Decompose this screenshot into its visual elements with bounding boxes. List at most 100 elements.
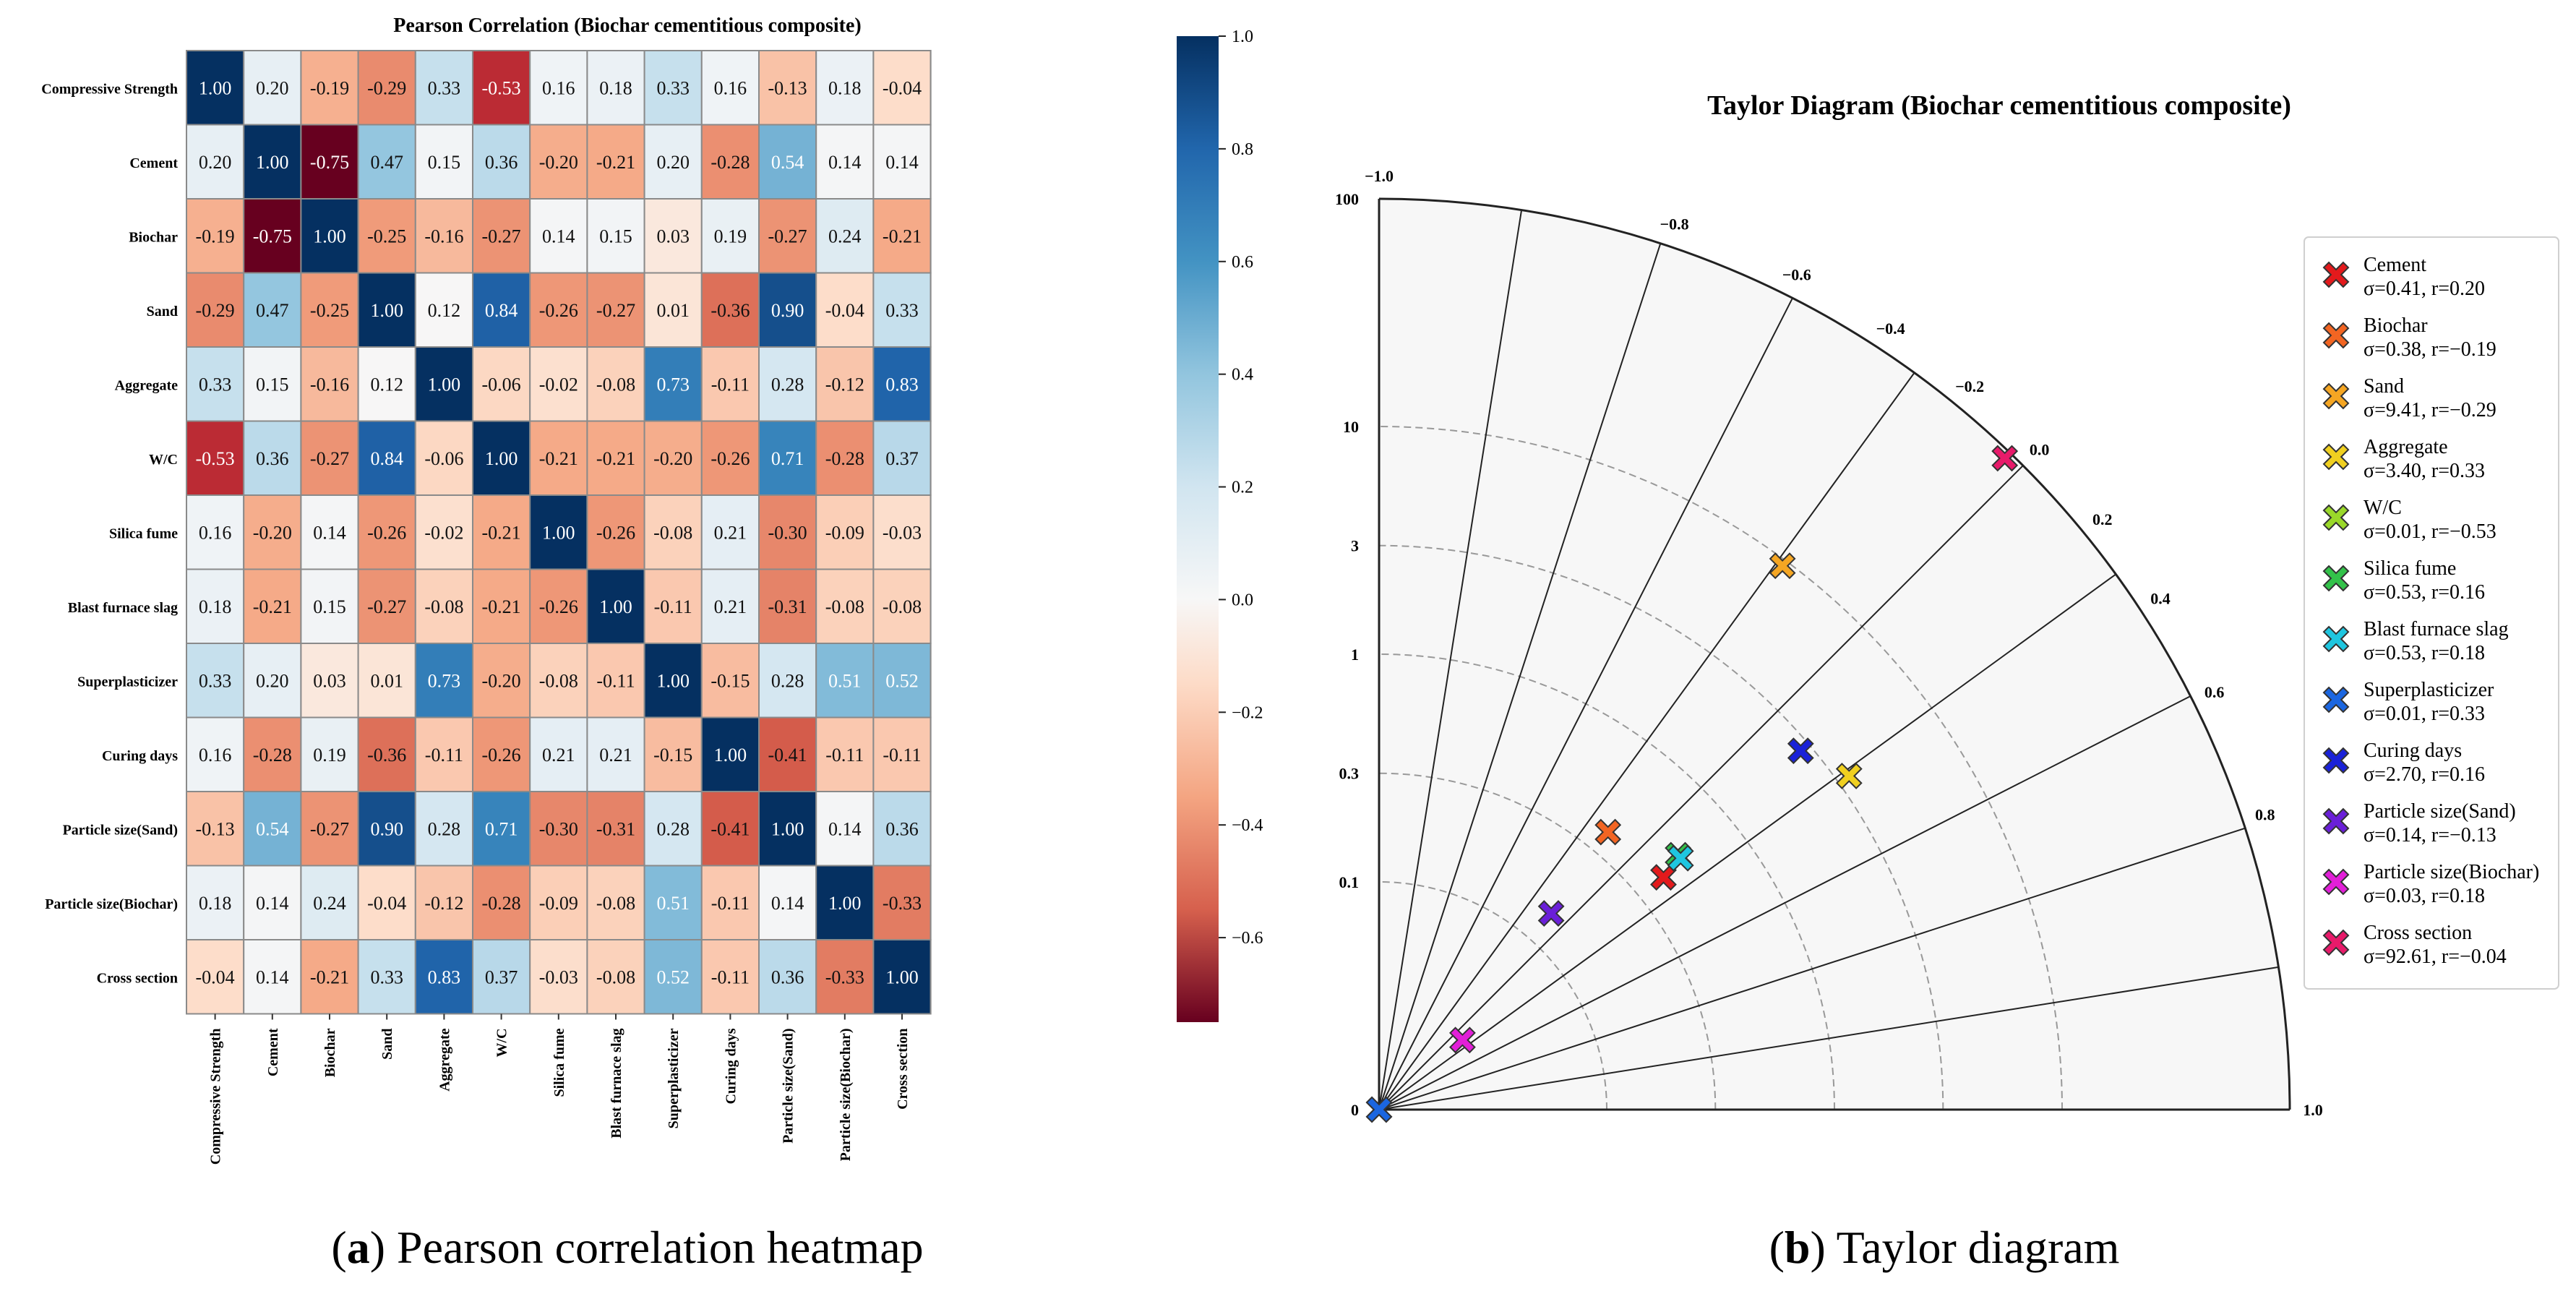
heatmap-cell — [357, 50, 416, 126]
heatmap-cell-value: 0.51 — [656, 893, 690, 914]
taylor-std-label: 0.3 — [1339, 765, 1360, 783]
legend-item-name: Cross section — [2364, 922, 2472, 944]
heatmap-cell-value: 0.18 — [199, 596, 232, 617]
heatmap-cell-value: 0.16 — [542, 77, 575, 98]
heatmap-cell — [243, 198, 302, 274]
heatmap-cell-value: 0.47 — [370, 152, 403, 173]
heatmap-cell-value: 0.01 — [656, 300, 690, 321]
taylor-std-label: 3 — [1351, 537, 1359, 555]
taylor-point-marker — [2322, 565, 2350, 592]
heatmap-cell-value: -0.08 — [539, 670, 578, 691]
heatmap-cell-value: -0.04 — [367, 893, 406, 914]
legend-item-stats: σ=0.41, r=0.20 — [2364, 278, 2485, 300]
legend-item-stats: σ=0.03, r=0.18 — [2364, 885, 2485, 907]
heatmap-cell — [472, 939, 531, 1015]
heatmap-cell-value: 0.12 — [428, 300, 461, 321]
heatmap-cell — [300, 420, 359, 496]
heatmap-row-labels: Compressive Strength Cement Biochar Sand Agg… — [41, 81, 178, 986]
heatmap-cell-value: -0.21 — [482, 522, 521, 543]
heatmap-cell-value: 0.33 — [199, 374, 232, 395]
taylor-point-marker — [1835, 763, 1863, 789]
heatmap-cell — [300, 716, 359, 792]
taylor-point-marker — [2322, 625, 2350, 653]
colorbar-tick-label: 0.8 — [1232, 140, 1253, 159]
heatmap-cell — [357, 346, 416, 422]
heatmap-cell-value: 0.54 — [771, 152, 804, 173]
taylor-grid — [1378, 197, 2291, 1111]
heatmap-cell-value: -0.27 — [768, 226, 807, 246]
heatmap-cell-value: 0.14 — [885, 152, 919, 173]
heatmap-cell-value: 1.00 — [313, 226, 346, 246]
heatmap-cell-value: -0.11 — [711, 966, 750, 987]
heatmap-cell — [872, 420, 932, 496]
heatmap-cell — [472, 272, 531, 348]
heatmap-cell — [700, 939, 760, 1015]
heatmap-cell-value: -0.26 — [710, 448, 750, 469]
colorbar-tick-label: 0.4 — [1232, 366, 1253, 385]
heatmap-cell-value: 0.83 — [885, 374, 919, 395]
heatmap-cell — [300, 791, 359, 867]
heatmap-cell-value: 0.90 — [370, 818, 403, 839]
heatmap-cell — [529, 346, 588, 422]
legend-item-stats: σ=9.41, r=−0.29 — [2364, 399, 2496, 421]
heatmap-cell-value: -0.21 — [253, 596, 292, 617]
taylor-corr-spoke — [1378, 695, 2191, 1110]
heatmap-cell-value: -0.28 — [482, 893, 521, 914]
heatmap-cell-value: 0.20 — [199, 152, 232, 173]
heatmap-cell-value: 0.21 — [599, 745, 632, 766]
heatmap-cell-value: -0.09 — [539, 893, 578, 914]
heatmap-cell — [414, 124, 473, 200]
heatmap-col-label: Blast furnace slag — [609, 1029, 624, 1139]
legend-item-name: Silica fume — [2364, 557, 2456, 580]
heatmap-cell-value: -0.21 — [596, 448, 635, 469]
heatmap-cell — [758, 865, 817, 940]
colorbar-tick-label: 0.6 — [1232, 253, 1253, 272]
heatmap-cell-value: 0.71 — [485, 818, 518, 839]
heatmap-col-label: Sand — [379, 1029, 395, 1060]
heatmap-cell-value: -0.11 — [825, 745, 864, 766]
heatmap-cell — [872, 124, 932, 200]
heatmap-cell — [700, 791, 760, 867]
heatmap-cell-value: -0.03 — [539, 966, 578, 987]
heatmap-cell-value: 0.21 — [542, 745, 575, 766]
heatmap-cell-value: 0.73 — [428, 670, 461, 691]
heatmap-cell — [586, 272, 645, 348]
heatmap-cell — [529, 568, 588, 644]
heatmap-cell-value: -0.08 — [653, 522, 692, 543]
heatmap-cell — [414, 791, 473, 867]
heatmap-cell-value: -0.19 — [196, 226, 235, 246]
heatmap-cell-value: 0.36 — [485, 152, 518, 173]
heatmap-cell-value: 0.33 — [370, 966, 403, 987]
legend-item-name: Cement — [2364, 254, 2426, 276]
heatmap-cell — [472, 643, 531, 719]
heatmap-cell-value: 1.00 — [542, 522, 575, 543]
heatmap-cell — [815, 716, 875, 792]
heatmap-cell-value: -0.11 — [883, 745, 921, 766]
legend-item-name: Particle size(Biochar) — [2364, 861, 2539, 883]
heatmap-cell-value: -0.11 — [425, 745, 463, 766]
heatmap-cell — [357, 420, 416, 496]
heatmap-cell-value: 0.28 — [656, 818, 690, 839]
heatmap-cell-value: -0.08 — [883, 596, 922, 617]
taylor-outer-arc — [1378, 197, 2291, 1110]
heatmap-cell-value: 0.24 — [828, 226, 862, 246]
heatmap-cell-value: -0.75 — [310, 152, 349, 173]
heatmap-cell-value: 0.14 — [542, 226, 575, 246]
heatmap-cell-value: 0.14 — [828, 818, 862, 839]
taylor-title: Taylor Diagram (Biochar cementitious com… — [1707, 90, 2291, 121]
heatmap-cell-value: -0.27 — [482, 226, 521, 246]
taylor-point-marker — [2322, 322, 2350, 349]
heatmap-cell-value: 0.52 — [656, 966, 690, 987]
heatmap-cell-value: 0.18 — [599, 77, 632, 98]
heatmap-col-label: Silica fume — [551, 1028, 567, 1097]
heatmap-cell — [357, 716, 416, 792]
legend-frame — [2304, 236, 2559, 990]
heatmap-cell — [700, 198, 760, 274]
heatmap-cell-value: 0.12 — [370, 374, 403, 395]
caption-a: (a) Pearson correlation heatmap — [331, 1222, 923, 1273]
heatmap-cell — [300, 272, 359, 348]
heatmap-cell-value: -0.04 — [883, 77, 922, 98]
legend-item-stats: σ=0.53, r=0.16 — [2364, 581, 2485, 604]
taylor-panel: Taylor Diagram (Biochar cementitious com… — [1335, 90, 2323, 1123]
heatmap-cell-value: 0.14 — [828, 152, 862, 173]
